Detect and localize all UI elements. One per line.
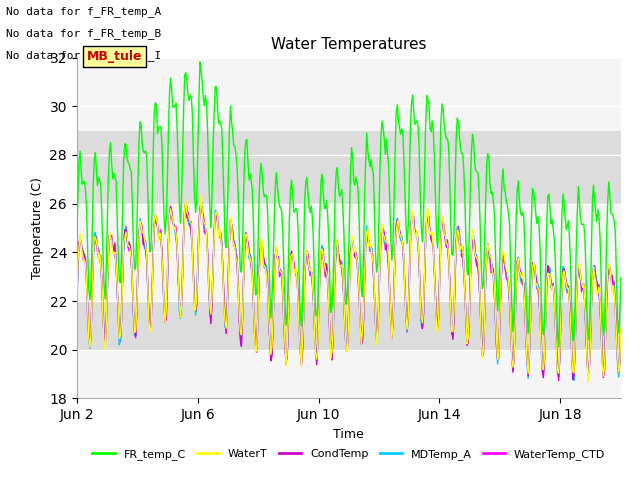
Legend: FR_temp_C, WaterT, CondTemp, MDTemp_A, WaterTemp_CTD: FR_temp_C, WaterT, CondTemp, MDTemp_A, W… <box>88 445 609 465</box>
Y-axis label: Temperature (C): Temperature (C) <box>31 177 44 279</box>
Title: Water Temperatures: Water Temperatures <box>271 37 426 52</box>
Bar <box>77 131 621 204</box>
Bar <box>77 301 621 350</box>
Text: MB_tule: MB_tule <box>86 50 142 63</box>
Text: No data for f_FR_temp_A: No data for f_FR_temp_A <box>6 6 162 17</box>
Text: No data for f_FR_temp_B: No data for f_FR_temp_B <box>6 28 162 39</box>
X-axis label: Time: Time <box>333 428 364 441</box>
Text: No data for f_FD_Temp_I: No data for f_FD_Temp_I <box>6 49 162 60</box>
